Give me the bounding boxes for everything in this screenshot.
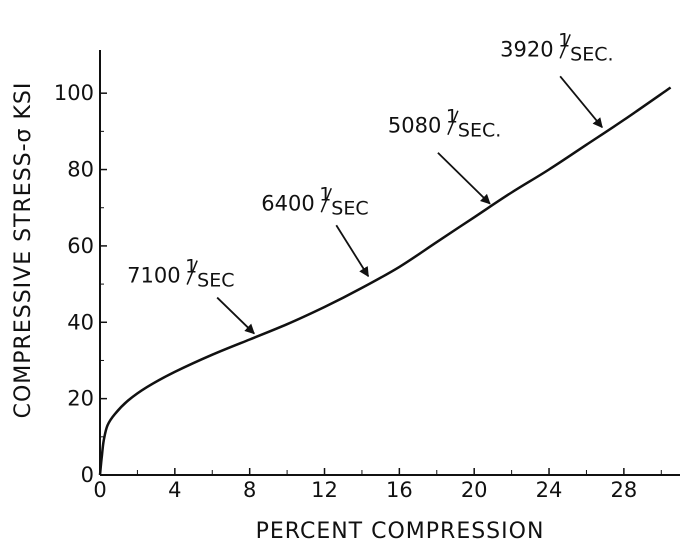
fraction-slash [559,34,571,59]
y-tick-label: 60 [67,234,94,258]
strain-rate-unit-denominator: SEC [331,197,368,219]
axes: 0 4 8 12 16 20 24 28 0 20 40 60 80 100 [54,50,680,502]
x-tick-label: 28 [611,478,638,502]
x-tick-label: 24 [536,478,563,502]
fraction-slash [447,110,459,136]
strain-rate-value: 6400 [261,191,314,215]
y-tick-label: 80 [67,158,94,182]
annotation-arrow [216,296,255,335]
y-tick-label: 100 [54,81,94,105]
fraction-slash [186,260,198,285]
x-tick-label: 20 [461,478,488,502]
fraction-slash [320,187,332,213]
y-tick-label: 20 [67,387,94,411]
y-axis-title: COMPRESSIVE STRESS-σ KSI [11,82,36,419]
strain-rate-value: 7100 [127,264,180,288]
strain-rate-unit-numerator: 1 [558,29,570,51]
strain-rate-value: 5080 [388,114,441,138]
x-tick-label: 16 [386,478,413,502]
x-axis-title: PERCENT COMPRESSION [256,519,545,544]
x-tick-label: 12 [311,478,338,502]
x-tick-label: 4 [168,478,181,502]
y-tick-label: 0 [81,463,94,487]
strain-rate-value: 3920 [500,37,553,61]
annotation-arrow [335,224,370,278]
x-tick-label: 8 [243,478,256,502]
strain-rate-unit-denominator: SEC. [458,120,501,142]
strain-rate-unit-denominator: SEC. [570,43,613,65]
strain-rate-unit-numerator: 1 [446,106,458,128]
strain-rate-unit-numerator: 1 [319,183,331,205]
stress-strain-curve [98,86,672,476]
x-tick-label: 0 [93,478,106,502]
series-layer [98,86,672,476]
annotation-arrow [559,75,603,129]
y-tick-label: 40 [67,310,94,334]
strain-rate-unit-numerator: 1 [185,256,197,278]
annotation-arrow [437,152,491,205]
strain-rate-unit-denominator: SEC [197,270,234,292]
